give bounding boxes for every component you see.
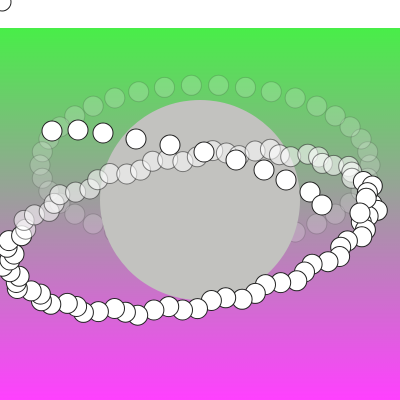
streak-dot <box>299 181 321 203</box>
background-top <box>0 0 400 28</box>
ring-back-dot <box>339 116 361 138</box>
ring-back-dot <box>180 74 202 96</box>
ring-back-dot <box>64 203 86 225</box>
streak-dot <box>349 202 371 224</box>
streak-dot <box>92 122 114 144</box>
ring-back-dot <box>29 154 51 176</box>
ring-back-dot <box>154 76 175 98</box>
ring-back-dot <box>260 81 282 103</box>
streak-dot <box>225 149 247 171</box>
ring-back-dot <box>82 95 104 117</box>
streak-dot <box>125 128 147 150</box>
streak-dot <box>311 194 333 216</box>
ring-back-dot <box>82 213 104 235</box>
ring-back-dot <box>350 128 372 150</box>
ring-back-dot <box>31 167 53 189</box>
ring-back-dot <box>324 105 346 127</box>
ring-back-dot <box>235 76 256 98</box>
streak-dot <box>67 119 89 141</box>
streak-dot <box>41 120 63 142</box>
ring-back-dot <box>31 141 53 163</box>
ring-front <box>0 119 388 326</box>
ring-back-dot <box>128 81 150 103</box>
streak-dot <box>159 134 181 156</box>
streak-dot <box>253 159 275 181</box>
streak-dot <box>193 141 215 163</box>
ring-back-dot <box>306 95 328 117</box>
ring-back-dot <box>208 74 230 96</box>
streak-dot <box>275 169 297 191</box>
ring-back-dot <box>306 213 328 235</box>
ring-back-dot <box>357 141 379 163</box>
ring-back-dot <box>284 87 306 109</box>
ring-back-dot <box>104 87 126 109</box>
sphere <box>100 100 300 300</box>
corner-dot <box>0 0 12 12</box>
